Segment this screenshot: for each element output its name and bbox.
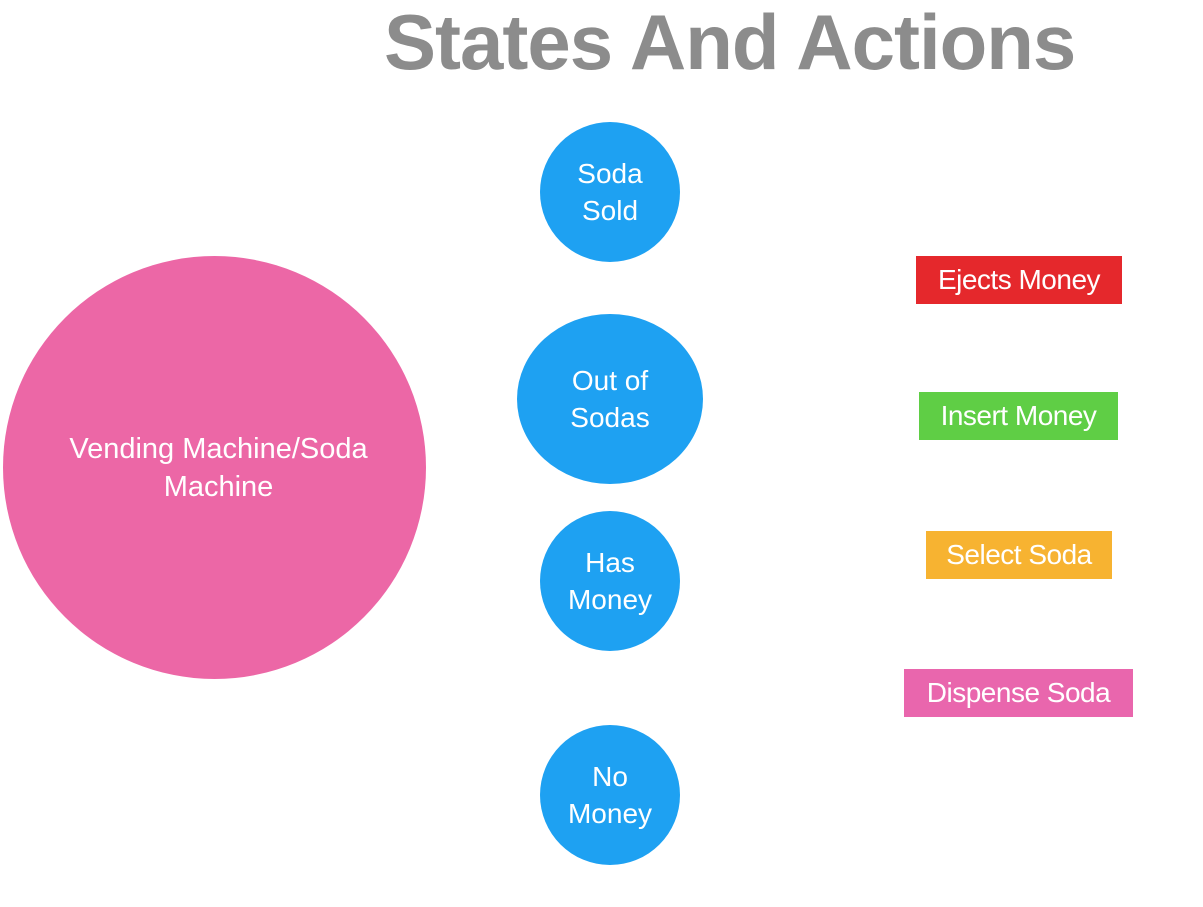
state-label: Soda Sold xyxy=(577,158,643,226)
action-insert-money-box: Insert Money xyxy=(919,392,1118,440)
action-dispense-soda-box: Dispense Soda xyxy=(904,669,1133,717)
action-ejects-money-box: Ejects Money xyxy=(916,256,1122,304)
subject-label: Vending Machine/Soda Machine xyxy=(69,432,368,503)
subject-circle: Vending Machine/Soda Machine xyxy=(3,256,426,679)
state-label: Out of Sodas xyxy=(570,365,650,433)
state-no-money-circle: No Money xyxy=(540,725,680,865)
state-has-money-circle: Has Money xyxy=(540,511,680,651)
state-out-of-sodas-circle: Out of Sodas xyxy=(517,314,703,484)
action-select-soda-box: Select Soda xyxy=(926,531,1112,579)
state-label: No Money xyxy=(567,761,653,829)
state-label: Has Money xyxy=(567,547,653,615)
state-soda-sold-circle: Soda Sold xyxy=(540,122,680,262)
diagram-title: States And Actions xyxy=(384,0,1076,86)
